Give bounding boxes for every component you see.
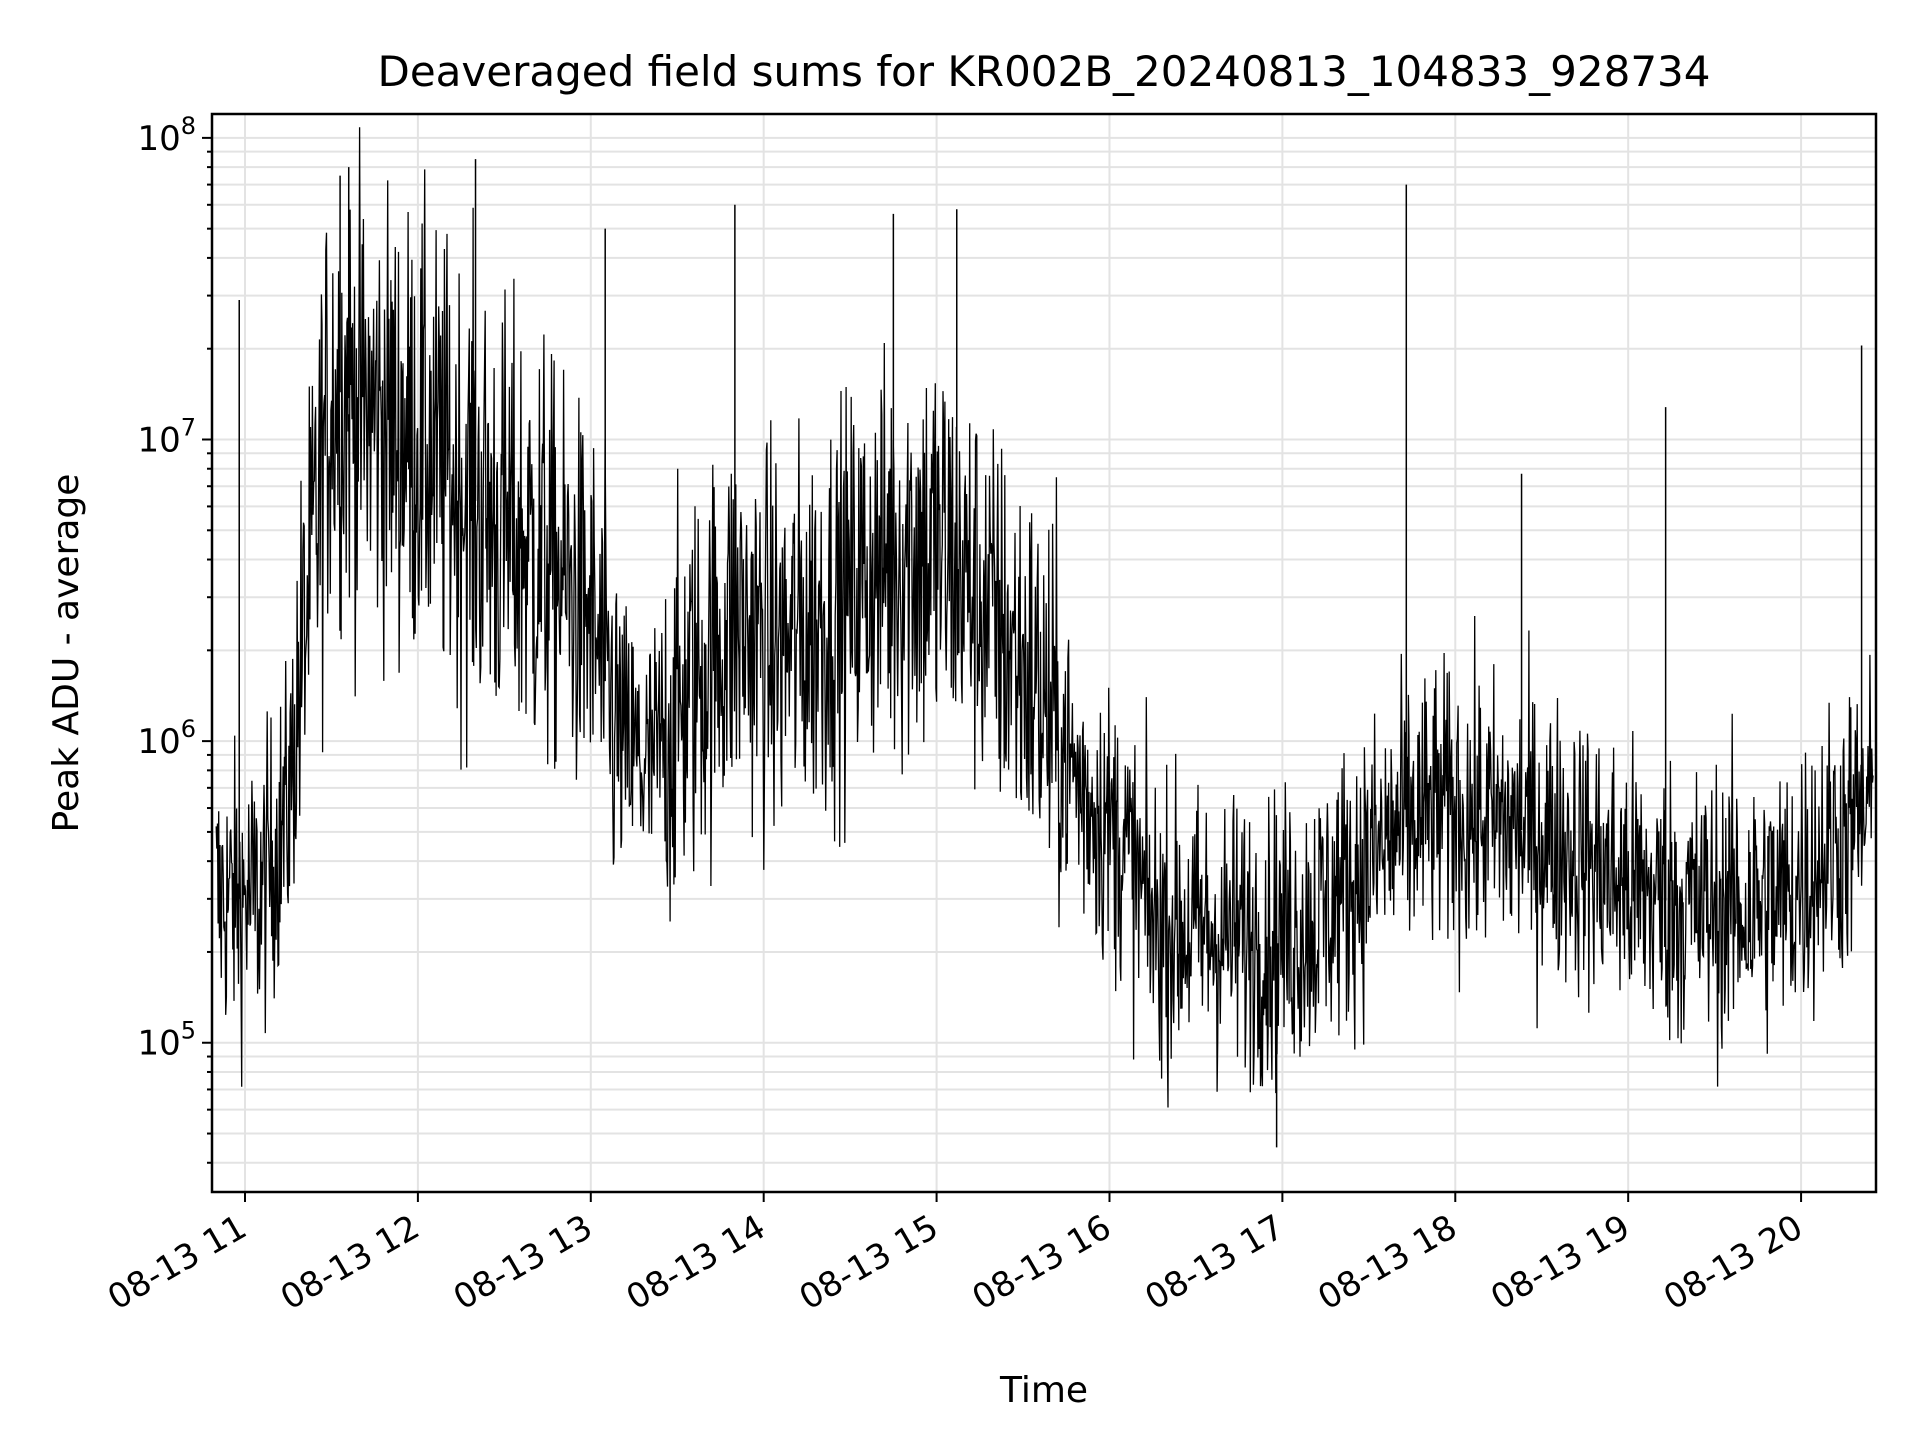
series-line — [215, 127, 1874, 1108]
x-tick-label: 08-13 15 — [793, 1207, 945, 1318]
x-tick-label: 08-13 16 — [966, 1207, 1118, 1318]
y-tick-base: 10 — [137, 1024, 180, 1064]
x-tick-label: 08-13 14 — [620, 1207, 772, 1318]
y-tick-exponent: 6 — [181, 715, 196, 743]
x-tick-label: 08-13 13 — [447, 1207, 599, 1318]
y-tick-exponent: 7 — [181, 414, 196, 442]
y-tick-exponent: 8 — [181, 112, 196, 140]
x-tick-label: 08-13 19 — [1484, 1207, 1636, 1318]
x-axis-label: Time — [999, 1370, 1088, 1411]
y-tick-base: 10 — [137, 421, 180, 461]
y-tick-label: 107 — [137, 414, 196, 461]
y-tick-exponent: 5 — [181, 1017, 196, 1045]
plot-frame — [210, 112, 1878, 1194]
y-tick-base: 10 — [137, 722, 180, 762]
y-tick-label: 106 — [137, 715, 196, 762]
y-tick-label: 105 — [137, 1017, 196, 1064]
y-tick-base: 10 — [137, 119, 180, 159]
y-axis-label: Peak ADU - average — [46, 474, 87, 833]
x-tick-label: 08-13 20 — [1657, 1207, 1809, 1318]
x-tick-label: 08-13 11 — [101, 1207, 253, 1318]
x-tick-label: 08-13 18 — [1311, 1207, 1463, 1318]
x-tick-label: 08-13 12 — [274, 1207, 426, 1318]
series-group — [215, 127, 1874, 1148]
x-tick-label: 08-13 17 — [1138, 1207, 1290, 1318]
y-tick-label: 108 — [137, 112, 196, 159]
chart-title: Deaveraged field sums for KR002B_2024081… — [378, 47, 1711, 96]
